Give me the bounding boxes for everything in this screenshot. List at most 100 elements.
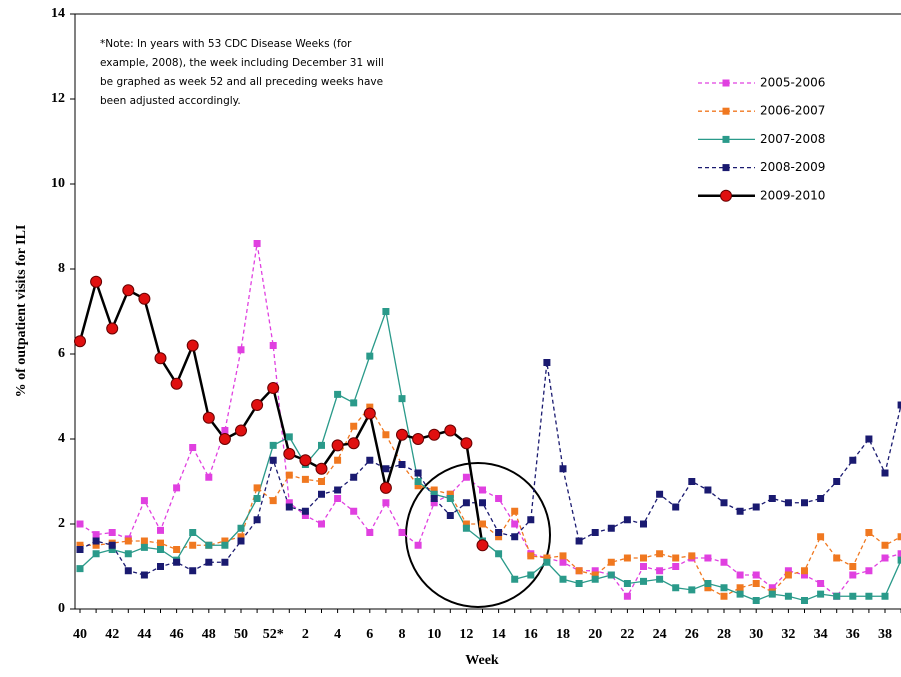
x-tick-label: 6 [366, 627, 373, 642]
data-point [379, 481, 392, 494]
data-point [237, 524, 245, 532]
y-tick-label: 0 [58, 601, 65, 616]
data-point [511, 533, 519, 541]
data-point [318, 441, 325, 449]
x-tick-label: 38 [878, 627, 892, 642]
data-point [575, 567, 583, 575]
data-point [189, 444, 197, 451]
x-tick-label: 18 [556, 627, 570, 642]
data-point [430, 499, 438, 507]
data-point [881, 541, 889, 549]
x-tick-label: 12 [459, 627, 473, 642]
data-point [720, 592, 728, 600]
data-point [623, 554, 631, 562]
data-point [221, 558, 229, 566]
data-point [495, 533, 503, 541]
data-point [672, 503, 680, 511]
x-tick-label: 20 [588, 627, 602, 642]
data-point [476, 539, 489, 552]
x-tick-label: 36 [846, 627, 860, 642]
data-point [575, 537, 583, 545]
data-point [334, 456, 342, 464]
data-point [428, 428, 441, 441]
data-point [656, 490, 664, 498]
data-point [752, 503, 760, 511]
x-tick-label: 30 [749, 627, 763, 642]
y-tick-label: 12 [51, 91, 65, 106]
data-point [430, 495, 438, 502]
data-point [752, 597, 760, 604]
data-point [382, 308, 390, 315]
data-point [414, 478, 422, 485]
data-point [366, 403, 374, 411]
data-point [366, 352, 374, 360]
data-point [623, 516, 631, 524]
data-point [801, 567, 808, 575]
x-tick-label: 16 [524, 627, 538, 642]
data-point [334, 486, 342, 494]
x-tick-label: 14 [492, 627, 506, 642]
data-point [817, 533, 825, 541]
data-point [559, 552, 567, 560]
data-point [833, 478, 841, 485]
y-tick-label: 10 [51, 176, 65, 191]
data-point [253, 516, 261, 524]
data-point [92, 531, 100, 539]
legend-label: 2009-2010 [760, 188, 825, 202]
data-point [817, 580, 825, 587]
x-tick-label: 28 [717, 627, 731, 642]
data-point [285, 503, 293, 511]
data-point [398, 529, 406, 536]
x-tick-label: 2 [302, 627, 309, 642]
data-point [170, 377, 183, 390]
data-point [591, 567, 599, 575]
legend-marker [722, 164, 730, 172]
data-point [865, 435, 873, 443]
data-point [656, 567, 664, 575]
data-point [301, 512, 309, 519]
data-point [269, 441, 277, 449]
data-point [736, 507, 744, 515]
data-point [672, 563, 680, 570]
data-point [318, 478, 325, 485]
x-tick-label: 24 [653, 627, 667, 642]
data-point [334, 390, 342, 398]
series-line [79, 309, 901, 602]
data-point [607, 524, 615, 532]
x-tick-label: 22 [620, 627, 634, 642]
data-point [543, 558, 551, 566]
data-point [704, 584, 712, 592]
note-line: been adjusted accordingly. [100, 95, 241, 107]
data-point [350, 399, 358, 407]
data-point [817, 495, 825, 502]
data-point [189, 529, 197, 536]
data-point [269, 342, 277, 349]
data-point [76, 541, 84, 549]
data-point [318, 490, 325, 498]
data-point [414, 541, 422, 549]
data-point [849, 571, 857, 579]
data-point [301, 507, 309, 515]
x-tick-label: 10 [427, 627, 441, 642]
data-point [157, 526, 164, 534]
data-point [607, 571, 615, 579]
data-point [446, 512, 454, 519]
data-point [124, 567, 132, 575]
data-point [591, 571, 599, 579]
data-point [784, 571, 792, 579]
data-point [672, 584, 680, 592]
data-point [347, 437, 360, 450]
data-point [460, 437, 473, 450]
data-point [511, 575, 519, 583]
data-point [897, 401, 901, 409]
data-point [672, 554, 680, 562]
data-point [430, 486, 438, 494]
series-line [79, 362, 901, 576]
data-point [251, 399, 264, 411]
x-tick-label: 46 [170, 627, 184, 642]
data-point [382, 499, 390, 507]
data-point [412, 433, 425, 445]
data-point [285, 499, 293, 507]
data-point [527, 516, 535, 524]
y-tick-label: 14 [51, 6, 65, 21]
